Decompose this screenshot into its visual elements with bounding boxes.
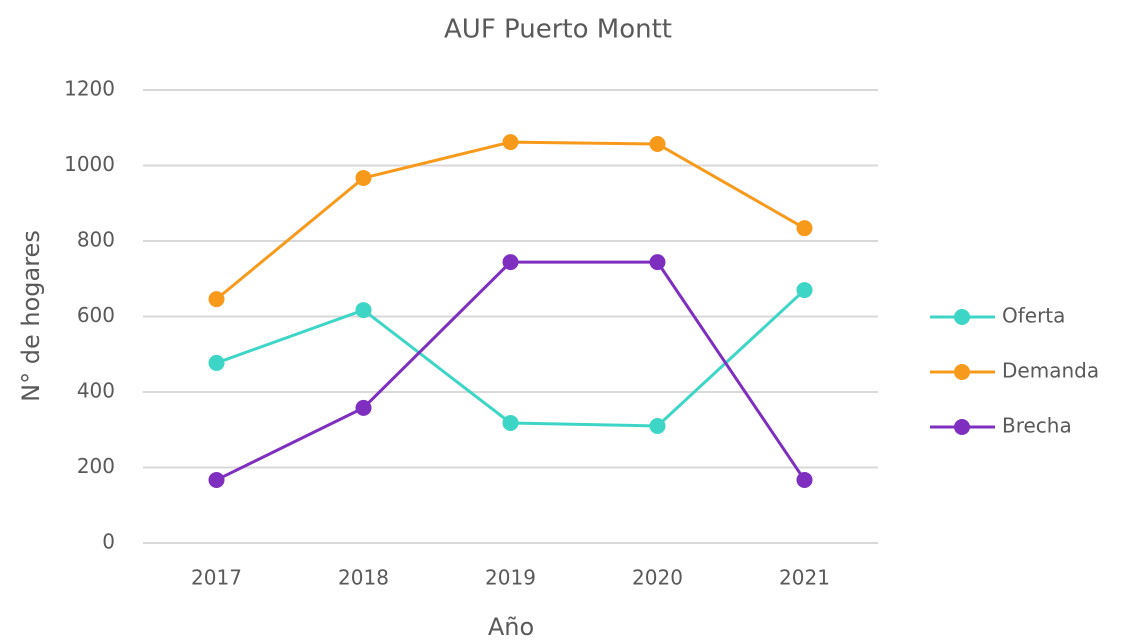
legend-marker <box>954 419 970 435</box>
data-point <box>208 291 225 308</box>
legend-label: Demanda <box>1002 359 1099 383</box>
x-tick-label: 2017 <box>191 566 242 590</box>
x-tick-label: 2021 <box>779 566 830 590</box>
x-tick-label: 2018 <box>338 566 389 590</box>
data-point <box>208 471 225 488</box>
data-point <box>502 134 519 151</box>
y-axis-label: N° de hogares <box>17 230 45 402</box>
legend-label: Brecha <box>1002 414 1072 438</box>
series-line <box>215 288 806 428</box>
x-tick-label: 2020 <box>632 566 683 590</box>
data-point <box>208 354 225 371</box>
data-point <box>355 169 372 186</box>
data-point <box>649 417 666 434</box>
chart-title: AUF Puerto Montt <box>444 15 672 45</box>
data-point <box>502 414 519 431</box>
data-point <box>649 254 666 271</box>
y-tick-label: 400 <box>77 379 115 403</box>
data-point <box>355 302 372 319</box>
y-tick-label: 600 <box>77 303 115 327</box>
data-point <box>355 399 372 416</box>
legend-marker <box>954 309 970 325</box>
data-point <box>796 220 813 237</box>
legend-marker <box>954 364 970 380</box>
y-tick-label: 1200 <box>64 77 115 101</box>
data-point <box>796 282 813 299</box>
y-tick-label: 1000 <box>64 152 115 176</box>
legend-label: Oferta <box>1002 304 1065 328</box>
y-tick-label: 0 <box>102 530 115 554</box>
y-tick-label: 200 <box>77 454 115 478</box>
data-point <box>649 135 666 152</box>
data-point <box>796 471 813 488</box>
y-tick-label: 800 <box>77 228 115 252</box>
x-axis-label: Año <box>488 613 534 641</box>
data-point <box>502 254 519 271</box>
x-tick-label: 2019 <box>485 566 536 590</box>
